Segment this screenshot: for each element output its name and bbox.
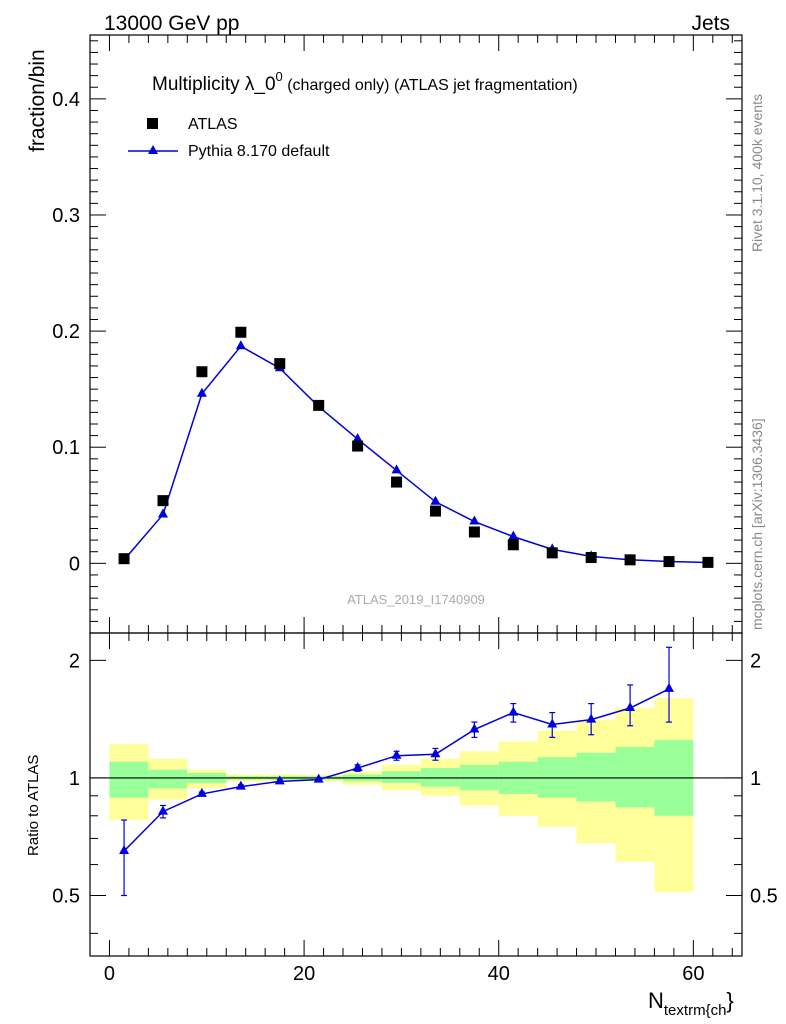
- ratio-point: [586, 713, 597, 723]
- watermark: ATLAS_2019_I1740909: [347, 592, 485, 607]
- ratio-point: [157, 805, 168, 815]
- data-point: [196, 366, 208, 378]
- title-suffix: (charged only) (ATLAS jet fragmentation): [283, 77, 578, 94]
- ratio-point: [274, 775, 285, 785]
- mc-point: [196, 387, 207, 397]
- mc-point: [430, 495, 441, 505]
- data-point: [352, 440, 364, 452]
- ratio-y-axis-title: Ratio to ATLAS: [25, 755, 42, 856]
- ratio-point: [625, 702, 636, 712]
- x-title-close: }: [726, 988, 733, 1013]
- main-title: Multiplicity λ_00 (charged only) (ATLAS …: [152, 69, 578, 95]
- main-y-tick-label: 0.1: [52, 437, 80, 459]
- data-point: [118, 553, 130, 565]
- band-inner: [109, 761, 149, 798]
- x-tick-label: 20: [293, 963, 315, 985]
- ratio-y-tick-label-left: 2: [69, 650, 80, 672]
- title-prefix: Multiplicity λ_0: [152, 74, 276, 95]
- data-point: [429, 505, 441, 517]
- data-point: [157, 495, 169, 507]
- ratio-point: [352, 762, 363, 772]
- data-point: [702, 556, 714, 568]
- ratio-point: [547, 718, 558, 728]
- data-point: [235, 326, 247, 338]
- ratio-point: [430, 748, 441, 758]
- x-tick-label: 40: [488, 963, 510, 985]
- main-y-ticks: 0 0.1 0.2 0.3 0.4: [52, 40, 742, 622]
- legend-data-marker: [147, 118, 158, 129]
- ratio-point: [664, 682, 675, 692]
- ratio-panel-frame: [89, 632, 743, 957]
- legend: ATLAS Pythia 8.170 default: [128, 116, 330, 160]
- data-point: [274, 358, 286, 370]
- data-point: [507, 539, 519, 551]
- title-superscript: 0: [276, 69, 283, 84]
- ratio-y-ticks: 0.5 0.5 1 1 2 2: [52, 650, 778, 934]
- source-label: mcplots.cern.ch [arXiv:1306.3436]: [749, 418, 765, 630]
- ratio-y-tick-label-left: 0.5: [52, 886, 80, 908]
- ratio-point: [313, 773, 324, 783]
- x-title-main: N: [648, 988, 664, 1013]
- energy-label: 13000 GeV pp: [104, 12, 239, 35]
- ratio-point: [196, 787, 207, 797]
- ratio-y-tick-label-right: 2: [750, 650, 761, 672]
- ratio-y-tick-label-right: 1: [750, 768, 761, 790]
- data-point: [391, 476, 403, 488]
- data-point: [546, 547, 558, 559]
- ratio-point: [119, 844, 130, 854]
- process-label: Jets: [691, 12, 730, 35]
- ratio-point: [508, 706, 519, 716]
- legend-mc-marker: [148, 145, 158, 154]
- data-point: [585, 552, 597, 564]
- x-axis-title: Ntextrm{ch}: [648, 988, 734, 1019]
- mc-point: [469, 515, 480, 525]
- ratio-point: [235, 780, 246, 790]
- data-point: [313, 399, 325, 411]
- x-ticks: 0 20 40 60: [104, 35, 733, 985]
- ratio-point: [391, 749, 402, 759]
- mc-point: [508, 530, 519, 540]
- main-y-tick-label: 0.4: [52, 89, 80, 111]
- x-tick-label: 60: [682, 963, 704, 985]
- ratio-y-tick-label-left: 1: [69, 768, 80, 790]
- main-y-tick-label: 0.2: [52, 321, 80, 343]
- main-data-series: [118, 326, 714, 568]
- ratio-uncertainty-bands: [109, 698, 694, 893]
- x-tick-label: 0: [104, 963, 115, 985]
- x-title-sub: textrm{ch: [664, 1002, 727, 1019]
- data-point: [468, 526, 480, 538]
- legend-mc-label: Pythia 8.170 default: [188, 143, 330, 160]
- band-inner: [576, 752, 616, 802]
- data-point: [624, 554, 636, 566]
- band-inner: [615, 747, 655, 808]
- band-inner: [381, 771, 421, 784]
- main-y-axis-title: fraction/bin: [26, 49, 49, 152]
- ratio-point: [469, 723, 480, 733]
- data-point: [663, 556, 675, 568]
- ratio-y-tick-label-right: 0.5: [750, 886, 778, 908]
- mc-point: [352, 433, 363, 443]
- mc-point: [235, 340, 246, 350]
- rivet-label: Rivet 3.1.10, 400k events: [749, 94, 765, 252]
- mc-point: [391, 464, 402, 474]
- mc-point: [157, 508, 168, 518]
- band-inner: [148, 769, 188, 789]
- legend-data-label: ATLAS: [188, 116, 238, 133]
- mc-line: [123, 345, 708, 564]
- main-y-tick-label: 0.3: [52, 205, 80, 227]
- main-y-tick-label: 0: [69, 553, 80, 575]
- ratio-mc-series: [119, 646, 675, 897]
